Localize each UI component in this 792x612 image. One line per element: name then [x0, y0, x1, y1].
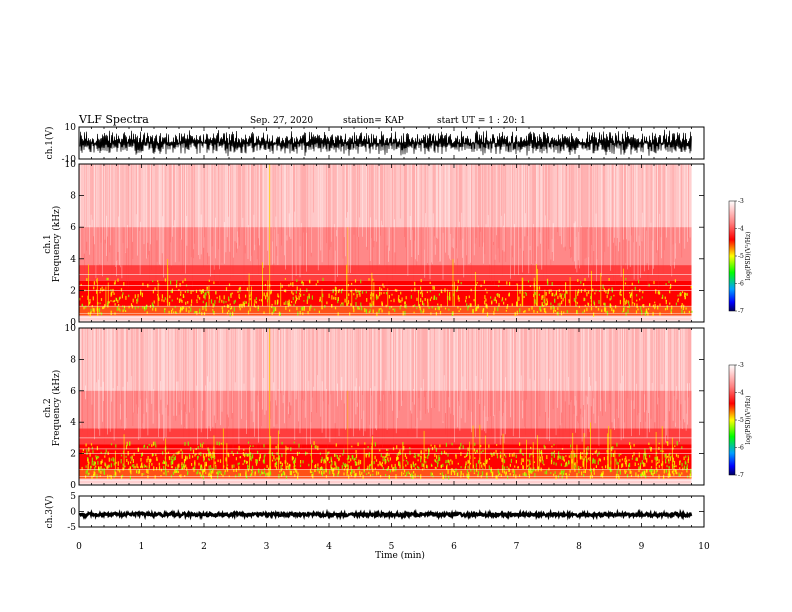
- ch1-spectrogram-panel: 0 2 4 6 8 10: [65, 160, 705, 328]
- ch1-spectrogram-tick-label: 2: [70, 286, 76, 296]
- x-tick-label: 0: [76, 542, 82, 552]
- ch3-waveform-panel: 5 0 -5: [67, 492, 705, 533]
- x-tick-label: 3: [264, 542, 270, 552]
- x-tick-label: 9: [639, 542, 645, 552]
- time-axis: 0 1 2 3 4 5 6 7 8 9 10: [76, 542, 710, 552]
- ch2-spectrogram-panel: 0 2 4 6 8 10: [65, 324, 705, 491]
- x-axis-label: Time (min): [375, 550, 425, 561]
- ch2-spectrogram-tick-label: 8: [70, 355, 76, 365]
- ch2-spectrogram-tick-label: 2: [70, 450, 76, 460]
- colorbar-tick-label: -4: [738, 226, 744, 233]
- ch3-waveform-trace: [78, 508, 693, 521]
- x-tick-label: 8: [576, 542, 582, 552]
- header-station: station= KAP: [343, 116, 404, 126]
- ch3-waveform-ylabel: ch.3(V): [44, 496, 55, 529]
- x-tick-label: 2: [201, 542, 207, 552]
- ch1-spectrogram-tick-label: 0: [70, 318, 76, 328]
- ch1-spectrogram-tick-label: 8: [70, 192, 76, 202]
- ch3-waveform-tick-label: 0: [70, 508, 76, 518]
- colorbar-tick-label: -4: [738, 390, 744, 397]
- ch2-spectrogram-heatmap: [78, 328, 692, 485]
- header-date: Sep. 27, 2020: [250, 116, 313, 126]
- figure-title: VLF Spectra: [78, 113, 149, 126]
- colorbar-tick-label: -6: [738, 445, 744, 452]
- ch2-spectrogram-tick-label: 6: [70, 387, 76, 397]
- colorbar-title: log(PSD)(V²/Hz): [745, 232, 752, 281]
- colorbar-tick-label: -7: [738, 308, 744, 315]
- ch2-spectrogram-tick-label: 4: [70, 418, 76, 428]
- x-tick-label: 10: [698, 542, 710, 552]
- x-tick-label: 4: [326, 542, 332, 552]
- ch3-waveform-tick-label: -5: [67, 523, 76, 533]
- ch1-colorbar: -3 -4 -5 -6 -7 log(PSD)(V²/Hz): [728, 198, 752, 315]
- ch3-waveform-tick-label: 5: [70, 492, 76, 502]
- colorbar-tick-label: -6: [738, 281, 744, 288]
- colorbar-tick-label: -3: [738, 362, 744, 369]
- colorbar-title: log(PSD)(V²/Hz): [745, 396, 752, 445]
- ch1-spectrogram-tick-label: 10: [65, 160, 77, 170]
- x-tick-label: 5: [389, 542, 395, 552]
- colorbar-tick-label: -5: [738, 253, 744, 260]
- colorbar-tick-label: -5: [738, 417, 744, 424]
- ch2-colorbar: -3 -4 -5 -6 -7 log(PSD)(V²/Hz): [728, 362, 752, 479]
- ch1-waveform-ylabel: ch.1(V): [44, 127, 55, 160]
- colorbar-gradient: [728, 364, 736, 476]
- x-tick-label: 7: [514, 542, 520, 552]
- colorbar-gradient: [728, 200, 736, 312]
- ch2-spectrogram-ylabel: ch.2 Frequency (kHz): [43, 370, 62, 447]
- ch1-spectrogram-heatmap: [78, 164, 693, 322]
- ch1-spectrogram-tick-label: 6: [70, 223, 76, 233]
- ch1-spectrogram-ylabel: ch.1 Frequency (kHz): [43, 206, 62, 283]
- colorbar-tick-label: -7: [738, 472, 744, 479]
- ch2-spectrogram-tick-label: 0: [70, 481, 76, 491]
- ch1-waveform-tick-label: -10: [62, 155, 77, 165]
- ch1-spectrogram-tick-label: 4: [70, 255, 76, 265]
- svg-text:ch.1: ch.1: [43, 234, 53, 253]
- ch1-waveform-trace: [79, 129, 692, 157]
- ch2-spectrogram-tick-label: 10: [65, 324, 77, 334]
- svg-text:Frequency (kHz): Frequency (kHz): [51, 206, 62, 283]
- header-start-time: start UT = 1 : 20: 1: [437, 116, 526, 126]
- svg-text:Frequency (kHz): Frequency (kHz): [51, 370, 62, 447]
- svg-text:ch.2: ch.2: [43, 398, 53, 417]
- x-tick-label: 1: [139, 542, 145, 552]
- colorbar-tick-label: -3: [738, 198, 744, 205]
- ch1-waveform-panel: 10 -10: [62, 123, 705, 165]
- x-tick-label: 6: [451, 542, 457, 552]
- ch1-waveform-tick-label: 10: [65, 123, 77, 133]
